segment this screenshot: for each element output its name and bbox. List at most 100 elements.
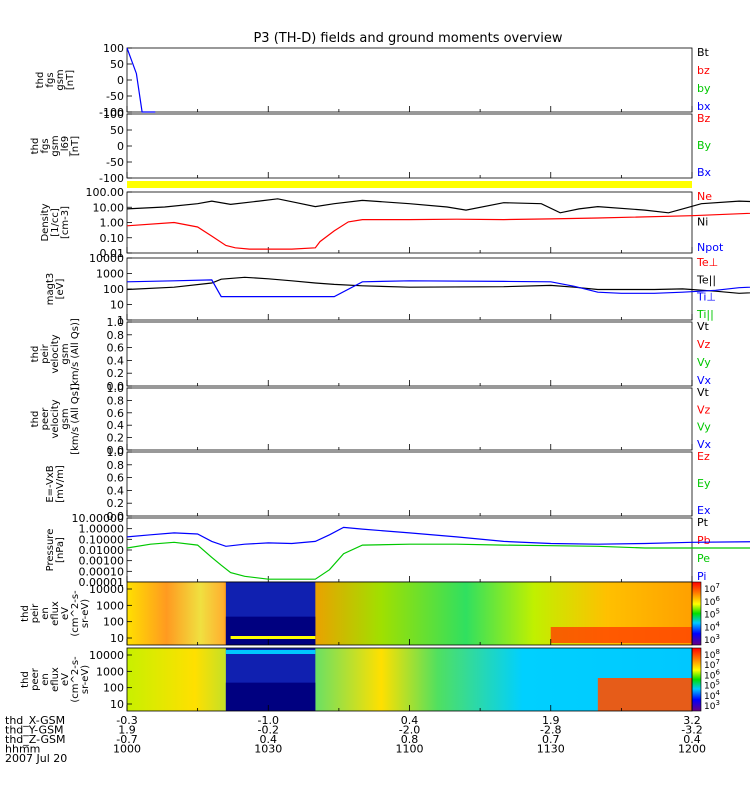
ytick-label: 100 <box>103 108 124 121</box>
ylabel-line: gsm <box>60 343 71 364</box>
ylabel-line: [mV/m] <box>55 465 66 503</box>
ylabel-line: peir <box>30 603 41 623</box>
ylabel-line: [km/s (All Qs)] <box>70 383 81 455</box>
series-temp_ti_perp <box>126 279 750 298</box>
spectrogram-highflux <box>597 678 692 711</box>
ylabel-line: thd <box>20 605 31 622</box>
ytick-label: 1.00000 <box>79 523 125 536</box>
legend-vt: Vt <box>697 386 710 399</box>
ylabel-line: fgs <box>45 72 56 87</box>
spectrogram-dropout-low <box>225 682 316 711</box>
xaxis-value: 0.4 <box>260 733 278 746</box>
ytick-label: 10.00 <box>93 201 125 214</box>
colorbar-tick-label: 108 <box>704 648 720 661</box>
panel-density: 100.00 10.00 1.00 0.10 0.01 Density [1/cc] [cm-… <box>40 186 724 260</box>
ytick-label: 100 <box>103 283 124 296</box>
legend-bz: Bz <box>697 112 711 125</box>
xaxis-row-name: hhmm <box>5 743 40 756</box>
ylabel-line: velocity <box>50 334 61 373</box>
panel-frame <box>126 113 693 179</box>
colorbar-spec_i <box>691 581 702 646</box>
xaxis-value: 1200 <box>678 743 706 756</box>
ylabel-line: peer <box>30 667 41 691</box>
legend-by: By <box>697 139 712 152</box>
xaxis-value: 0.4 <box>401 714 419 727</box>
ytick-label: 10000 <box>89 252 124 265</box>
ytick-label: 0.10000 <box>79 533 125 546</box>
ylabel-line: [eV] <box>55 279 66 300</box>
legend-pb: Pb <box>697 534 711 547</box>
ytick-label: 1000 <box>96 599 124 612</box>
legend-npot: Npot <box>697 241 724 254</box>
legend-pt: Pt <box>697 516 709 529</box>
ylabel-line: magt3 <box>45 273 56 306</box>
ytick-label: 0.6 <box>107 472 125 485</box>
ytick-label: 10000 <box>89 583 124 596</box>
ytick-label: 0.2 <box>107 367 125 380</box>
legend-vt: Vt <box>697 320 710 333</box>
series-fgs_bx <box>126 47 156 113</box>
legend-ni: Ni <box>697 216 708 229</box>
ylabel-line: peir <box>40 343 51 363</box>
panel-frame <box>126 451 693 517</box>
xaxis-value: -2.8 <box>540 724 561 737</box>
legend-te⊥: Te⊥ <box>696 256 718 269</box>
legend-ex: Ex <box>697 504 711 517</box>
ylabel-line: eV <box>60 673 71 686</box>
ytick-label: 1000 <box>96 268 124 281</box>
ylabel-line: [nPa] <box>55 537 66 563</box>
panel-frame <box>126 47 693 113</box>
colorbar-tick-label: 104 <box>704 689 720 702</box>
xaxis-value: 1000 <box>113 743 141 756</box>
ylabel-line: [km/s (All Qs)] <box>70 318 81 390</box>
colorbar-tick-label: 104 <box>704 620 720 633</box>
ytick-label: 1 <box>117 314 124 327</box>
xaxis-row-name: thd_Z-GSM <box>5 733 65 746</box>
legend-vz: Vz <box>697 403 711 416</box>
ytick-label: 50 <box>110 124 124 137</box>
ylabel-line: en <box>40 673 51 686</box>
legend-ne: Ne <box>697 190 712 203</box>
panel-temp: 10000 1000 100 10 1 magt3 [eV] Te⊥ Te|| Ti⊥ Ti|| <box>45 252 718 327</box>
xaxis-date: 2007 Jul 20 <box>5 752 67 765</box>
ytick-label: -100 <box>99 106 124 119</box>
ylabel-line: eflux <box>50 667 61 692</box>
colorbar-spec_e <box>691 647 702 712</box>
ytick-label: 0.6 <box>107 342 125 355</box>
ylabel-line: gsm <box>55 69 66 90</box>
legend-vy: Vy <box>697 356 711 369</box>
xaxis-value: 1030 <box>254 743 282 756</box>
series-temp_te_par <box>126 276 750 294</box>
ytick-label: 1.0 <box>107 382 125 395</box>
xaxis-value: 0.7 <box>542 733 560 746</box>
series-pressure_pt <box>126 526 750 547</box>
xaxis-value: -2.0 <box>399 724 420 737</box>
ytick-label: 0.6 <box>107 407 125 420</box>
legend-vx: Vx <box>697 374 712 387</box>
ylabel-line: gsm <box>60 408 71 429</box>
ylabel-line: eV <box>60 607 71 620</box>
ytick-label: 0.10 <box>100 232 125 245</box>
colorbar-tick-label: 107 <box>704 582 720 595</box>
xaxis-row-name: thd_X-GSM <box>5 714 65 727</box>
ytick-label: 0.00001 <box>79 576 125 589</box>
xaxis-value: -0.7 <box>116 733 137 746</box>
xaxis-value: 1100 <box>396 743 424 756</box>
xaxis-value: 1.9 <box>542 714 560 727</box>
ytick-label: -50 <box>106 90 124 103</box>
mode-bar <box>127 181 692 188</box>
ylabel-line: (cm^2-s- <box>70 656 81 703</box>
ytick-label: 0.4 <box>107 419 125 432</box>
colorbar-tick-label: 103 <box>704 699 720 712</box>
ytick-label: 0.0 <box>107 380 125 393</box>
ylabel-line: thd <box>30 411 41 428</box>
ylabel-line: en <box>40 607 51 620</box>
xaxis-value: 3.2 <box>683 714 701 727</box>
xaxis-value: 1.9 <box>118 724 136 737</box>
ytick-label: 10000 <box>89 649 124 662</box>
